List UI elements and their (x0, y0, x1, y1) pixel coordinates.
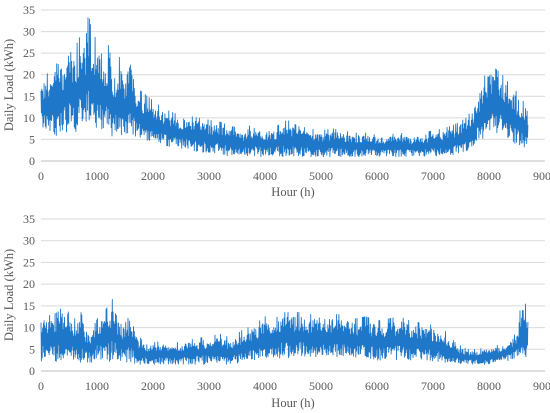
y-tick-label: 30 (23, 25, 35, 39)
x-tick-label: 0 (38, 379, 44, 393)
x-tick-label: 3000 (197, 169, 221, 183)
x-tick-label: 6000 (365, 169, 389, 183)
x-tick-label: 3000 (197, 379, 221, 393)
x-tick-label: 7000 (421, 379, 445, 393)
y-tick-label: 0 (29, 154, 35, 168)
y-tick-label: 20 (23, 277, 35, 291)
y-tick-label: 30 (23, 234, 35, 248)
y-tick-label: 15 (23, 299, 35, 313)
series-line (40, 17, 529, 158)
series-line (40, 298, 529, 365)
y-tick-label: 35 (23, 3, 35, 17)
x-tick-label: 9000 (533, 169, 550, 183)
x-tick-label: 2000 (141, 169, 165, 183)
y-tick-label: 5 (29, 132, 35, 146)
x-tick-label: 1000 (85, 379, 109, 393)
y-tick-label: 0 (29, 364, 35, 378)
x-axis-title: Hour (h) (271, 185, 314, 199)
y-tick-label: 35 (23, 212, 35, 226)
x-tick-label: 5000 (309, 169, 333, 183)
y-tick-label: 20 (23, 68, 35, 82)
x-axis-title: Hour (h) (271, 396, 314, 410)
bottom-load-chart: 0 5 10 15 20 25 30 35 0 1000 2000 3000 4000 5000 6000 7… (2, 212, 550, 410)
x-tick-label: 8000 (477, 169, 501, 183)
x-tick-label: 1000 (85, 169, 109, 183)
x-tick-label: 2000 (141, 379, 165, 393)
x-tick-label: 6000 (365, 379, 389, 393)
y-axis-title: Daily Load (kWh) (2, 39, 16, 131)
y-tick-label: 25 (23, 46, 35, 60)
x-tick-label: 4000 (253, 169, 277, 183)
x-tick-label: 5000 (309, 379, 333, 393)
x-tick-label: 8000 (477, 379, 501, 393)
x-tick-label: 4000 (253, 379, 277, 393)
y-tick-label: 25 (23, 255, 35, 269)
y-tick-label: 5 (29, 342, 35, 356)
y-tick-label: 15 (23, 89, 35, 103)
y-tick-label: 10 (23, 111, 35, 125)
top-load-chart: 0 5 10 15 20 25 30 35 0 1000 2000 3000 4000 5000 6000 7… (2, 3, 550, 199)
x-tick-label: 7000 (421, 169, 445, 183)
x-tick-label: 9000 (533, 379, 550, 393)
x-tick-label: 0 (38, 169, 44, 183)
y-tick-label: 10 (23, 321, 35, 335)
y-axis-title: Daily Load (kWh) (2, 249, 16, 341)
